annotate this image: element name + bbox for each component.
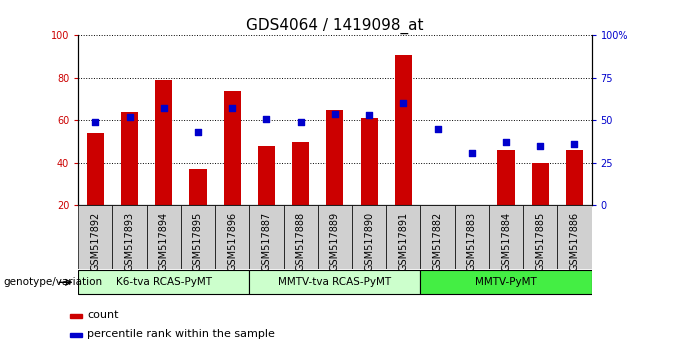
Bar	[360, 118, 377, 205]
Bar	[326, 110, 343, 205]
Bar	[532, 163, 549, 205]
Text: MMTV-tva RCAS-PyMT: MMTV-tva RCAS-PyMT	[278, 277, 392, 287]
Text: count: count	[87, 310, 119, 320]
Point	[364, 113, 375, 118]
Bar	[121, 112, 138, 205]
Text: GSM517884: GSM517884	[501, 212, 511, 271]
Point	[192, 130, 203, 135]
Text: GSM517894: GSM517894	[158, 212, 169, 271]
Text: GSM517888: GSM517888	[296, 212, 306, 271]
Text: GSM517886: GSM517886	[569, 212, 579, 271]
Bar	[352, 205, 386, 269]
Bar	[112, 205, 147, 269]
Point	[295, 119, 306, 125]
Text: MMTV-PyMT: MMTV-PyMT	[475, 277, 537, 287]
Text: K6-tva RCAS-PyMT: K6-tva RCAS-PyMT	[116, 277, 211, 287]
Point	[261, 116, 272, 121]
Bar	[386, 205, 420, 269]
Text: GSM517891: GSM517891	[398, 212, 409, 271]
Bar	[566, 150, 583, 205]
Bar	[181, 205, 215, 269]
Bar	[292, 142, 309, 205]
Text: GSM517882: GSM517882	[432, 212, 443, 271]
Bar	[318, 205, 352, 269]
Text: GSM517890: GSM517890	[364, 212, 374, 271]
Point	[466, 150, 477, 155]
Bar	[155, 80, 172, 205]
Title: GDS4064 / 1419098_at: GDS4064 / 1419098_at	[246, 18, 424, 34]
Bar	[498, 150, 515, 205]
Text: GSM517885: GSM517885	[535, 212, 545, 271]
Text: percentile rank within the sample: percentile rank within the sample	[87, 329, 275, 339]
Bar	[455, 205, 489, 269]
Bar	[489, 205, 523, 269]
Point	[329, 111, 340, 116]
Bar	[70, 333, 82, 337]
Bar	[215, 205, 250, 269]
Point	[226, 105, 238, 111]
Bar	[190, 169, 207, 205]
Bar	[147, 205, 181, 269]
Text: GSM517883: GSM517883	[466, 212, 477, 271]
Bar	[250, 270, 420, 294]
Bar	[78, 270, 250, 294]
Text: GSM517895: GSM517895	[193, 212, 203, 271]
Bar	[224, 91, 241, 205]
Bar	[87, 133, 104, 205]
Bar	[284, 205, 318, 269]
Point	[432, 126, 443, 132]
Point	[500, 139, 511, 145]
Bar	[250, 205, 284, 269]
Point	[124, 114, 135, 120]
Text: GSM517887: GSM517887	[261, 212, 271, 271]
Text: GSM517893: GSM517893	[124, 212, 135, 271]
Point	[398, 101, 409, 106]
Point	[90, 119, 101, 125]
Bar	[523, 205, 558, 269]
Text: GSM517896: GSM517896	[227, 212, 237, 271]
Bar	[558, 205, 592, 269]
Bar	[420, 270, 592, 294]
Text: genotype/variation: genotype/variation	[3, 277, 103, 287]
Bar	[395, 55, 412, 205]
Bar	[420, 205, 455, 269]
Bar	[70, 314, 82, 318]
Bar	[78, 205, 112, 269]
Point	[569, 141, 580, 147]
Text: GSM517889: GSM517889	[330, 212, 340, 271]
Point	[534, 143, 545, 149]
Bar	[258, 146, 275, 205]
Text: GSM517892: GSM517892	[90, 212, 101, 271]
Point	[158, 105, 169, 111]
